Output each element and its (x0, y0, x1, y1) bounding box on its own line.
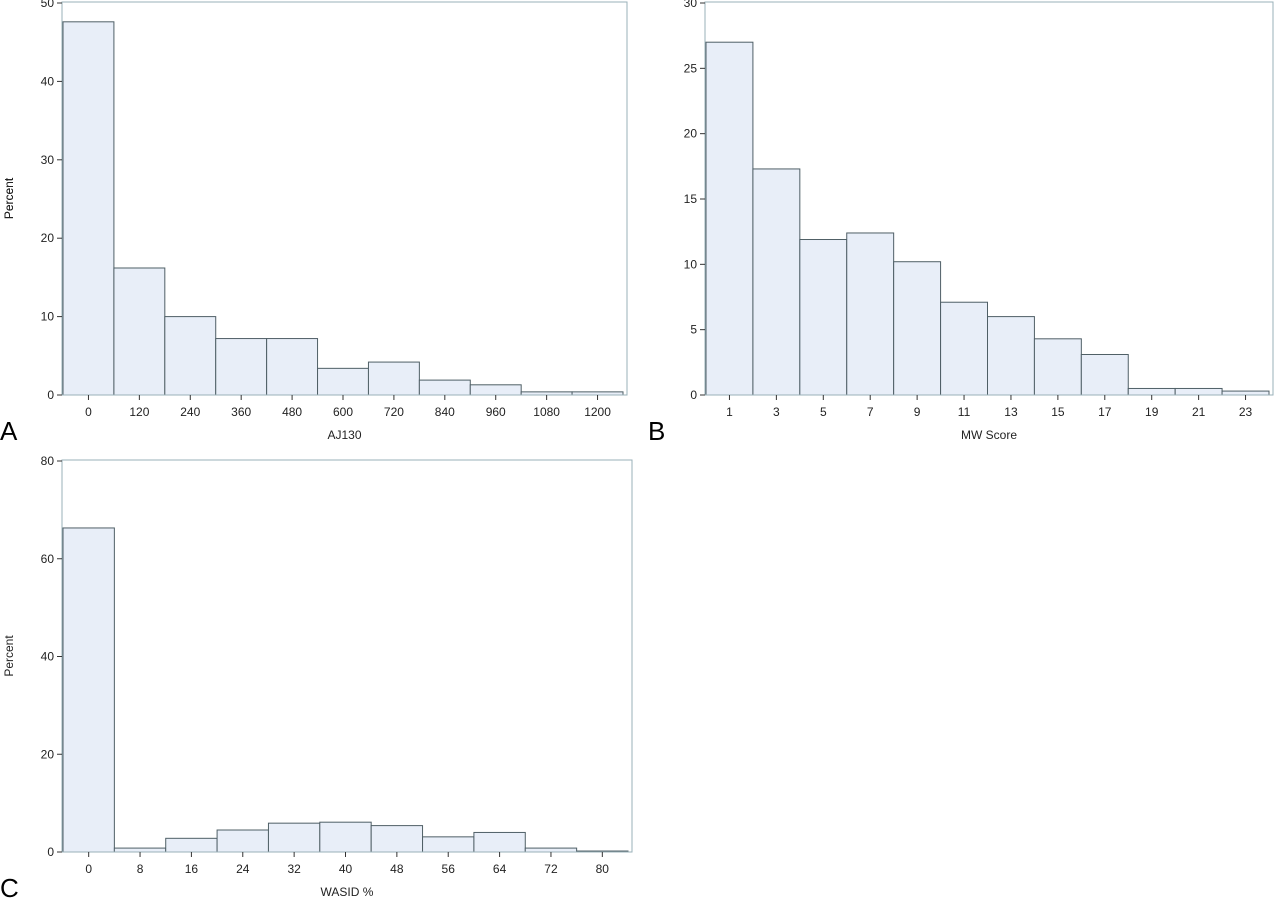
histogram-bar (473, 831, 526, 853)
x-axis-label: MW Score (961, 428, 1017, 442)
x-tick-label: 40 (339, 862, 353, 876)
y-tick-label: 80 (41, 454, 55, 468)
y-axis-label: Percent (2, 635, 16, 677)
histogram-bar (319, 821, 372, 853)
plot-frame (61, 459, 633, 853)
y-tick-label: 10 (41, 310, 55, 324)
x-tick-label: 1 (726, 405, 733, 419)
histogram-bar (216, 829, 269, 853)
y-tick-label: 0 (47, 845, 54, 859)
x-tick-label: 600 (333, 405, 353, 419)
x-tick-label: 120 (129, 405, 149, 419)
x-tick-label: 7 (867, 405, 874, 419)
x-tick-label: 8 (137, 862, 144, 876)
histogram-bar (113, 267, 166, 396)
y-tick-label: 0 (690, 388, 697, 402)
x-tick-label: 0 (85, 405, 92, 419)
histogram-bar (893, 261, 942, 396)
y-tick-label: 20 (41, 747, 55, 761)
histogram-bar (165, 837, 218, 853)
histogram-bar (367, 361, 420, 396)
histogram-bar (266, 338, 319, 396)
y-tick-label: 40 (41, 650, 55, 664)
histogram-bar (940, 301, 988, 396)
histogram-bar (469, 384, 522, 396)
plot-frame (61, 1, 628, 396)
x-tick-label: 3 (773, 405, 780, 419)
histogram-bar (799, 239, 848, 396)
y-tick-label: 30 (41, 153, 55, 167)
x-tick-label: 5 (820, 405, 827, 419)
x-tick-label: 0 (85, 862, 92, 876)
y-tick-label: 50 (41, 0, 55, 10)
x-tick-label: 17 (1098, 405, 1112, 419)
histogram-bar (267, 822, 321, 853)
y-tick-label: 25 (684, 61, 698, 75)
x-tick-label: 360 (231, 405, 251, 419)
panel-letter: A (0, 416, 18, 446)
x-tick-label: 23 (1239, 405, 1253, 419)
y-tick-label: 0 (47, 388, 54, 402)
y-tick-label: 30 (684, 0, 698, 10)
x-tick-label: 32 (287, 862, 301, 876)
y-axis-label: Percent (2, 177, 16, 219)
panel-letter: C (0, 873, 19, 899)
x-tick-label: 56 (442, 862, 456, 876)
chart-panel-a: 0 10 20 30 40 50 0 120 240 360 480 600 720 840 960 1080… (0, 0, 628, 446)
histogram-bar (113, 847, 167, 853)
x-tick-label: 11 (958, 405, 971, 419)
x-tick-label: 80 (596, 862, 610, 876)
x-tick-label: 480 (282, 405, 302, 419)
x-tick-label: 720 (384, 405, 404, 419)
histogram-bar (846, 232, 895, 396)
y-tick-label: 15 (684, 192, 698, 206)
x-axis-label: AJ130 (327, 428, 361, 442)
y-axis-label: Percent (2, 177, 16, 219)
x-tick-label: 64 (493, 862, 507, 876)
histogram-bar (705, 41, 754, 396)
panel-letter: B (648, 416, 665, 446)
y-tick-label: 60 (41, 552, 55, 566)
histogram-bar (1221, 390, 1270, 396)
x-tick-label: 15 (1051, 405, 1065, 419)
x-tick-label: 19 (1145, 405, 1159, 419)
x-tick-label: 1200 (584, 405, 611, 419)
histogram-bar (317, 367, 369, 396)
x-tick-label: 24 (236, 862, 250, 876)
x-tick-label: 21 (1192, 405, 1206, 419)
y-tick-label: 20 (684, 127, 698, 141)
x-tick-label: 960 (486, 405, 506, 419)
x-tick-label: 840 (435, 405, 455, 419)
y-tick-label: 5 (690, 323, 697, 337)
histogram-bar (1174, 387, 1223, 396)
y-tick-label: 20 (41, 231, 55, 245)
histogram-bar (752, 168, 801, 396)
histogram-bar (62, 527, 115, 853)
histogram-bar (422, 836, 475, 853)
x-tick-label: 9 (914, 405, 921, 419)
histogram-bar (164, 316, 217, 396)
x-tick-label: 16 (185, 862, 199, 876)
histogram-bar (524, 847, 578, 853)
histogram-bar (1127, 387, 1176, 396)
histogram-bar (418, 379, 471, 396)
histogram-bar (987, 316, 1035, 396)
x-tick-label: 1080 (533, 405, 560, 419)
histogram-bar (62, 21, 115, 396)
y-tick-label: 10 (684, 257, 698, 271)
x-tick-label: 240 (180, 405, 200, 419)
histogram-bar (1080, 353, 1129, 396)
y-tick-label: 40 (41, 74, 55, 88)
histogram-bar (370, 825, 424, 853)
chart-panel-c: 0 20 40 60 80 0 8 16 24 32 40 48 56 64 72 80 WASID % Perc… (0, 454, 633, 899)
x-tick-label: 48 (390, 862, 404, 876)
x-axis-label: WASID % (321, 885, 374, 899)
histogram-bar (215, 338, 268, 396)
x-tick-label: 13 (1004, 405, 1018, 419)
x-tick-label: 72 (544, 862, 558, 876)
histogram-bar (1033, 338, 1082, 396)
